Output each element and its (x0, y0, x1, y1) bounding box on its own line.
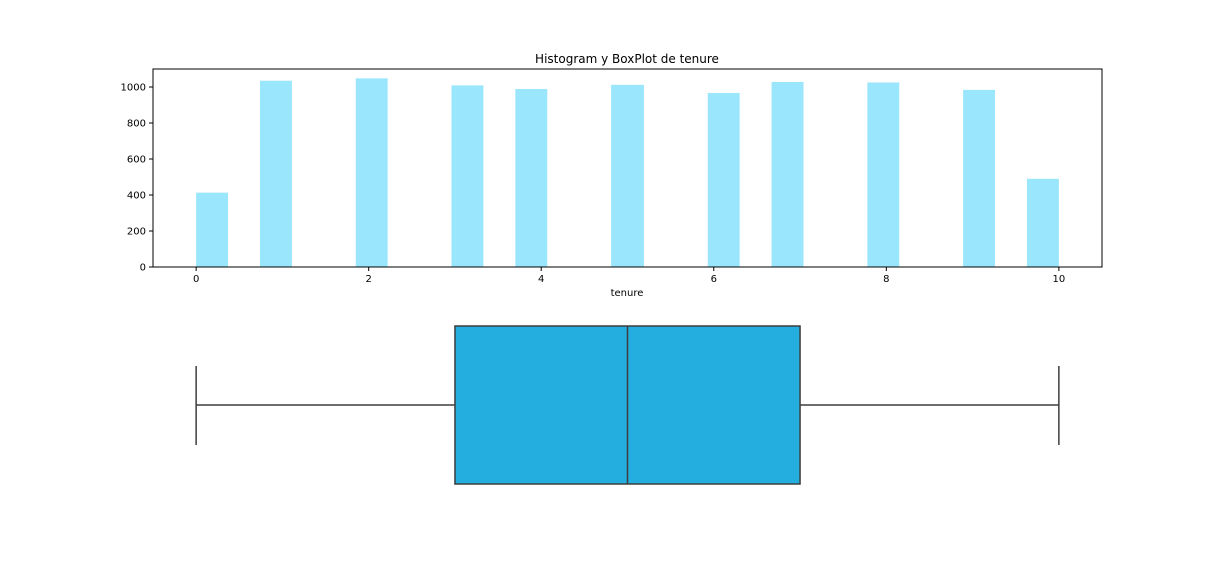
y-tick-label: 400 (127, 191, 146, 202)
y-tick-label: 800 (127, 119, 146, 130)
histogram-bar (1026, 178, 1059, 267)
histogram-frame (152, 68, 1103, 268)
boxplot (195, 325, 1060, 485)
histogram-bars (196, 78, 1059, 268)
histogram-bar (515, 88, 548, 267)
histogram-bar (707, 92, 740, 267)
histogram-bar (771, 81, 804, 268)
histogram-bar (451, 85, 484, 267)
histogram-bar (611, 84, 644, 267)
y-tick-label: 200 (127, 227, 146, 238)
histogram-bar (355, 78, 388, 267)
histogram-bar (867, 82, 900, 267)
y-tick-label: 600 (127, 155, 146, 166)
x-tick-label: 10 (1052, 274, 1065, 285)
x-tick-label: 8 (883, 274, 889, 285)
histogram-y-ticks: 0 200 400 600 800 1000 (121, 83, 153, 274)
x-tick-label: 4 (538, 274, 544, 285)
y-tick-label: 1000 (121, 83, 146, 94)
x-tick-label: 6 (711, 274, 717, 285)
chart-title: Histogram y BoxPlot de tenure (535, 52, 719, 66)
histogram-bar (963, 89, 996, 267)
histogram-bar (259, 80, 292, 267)
histogram: 0 2 4 6 8 10 0 200 400 600 800 1000 tenure (121, 68, 1103, 299)
histogram-bar (196, 192, 229, 267)
histogram-x-axis-label: tenure (611, 288, 644, 299)
histogram-x-ticks: 0 2 4 6 8 10 (193, 267, 1065, 285)
y-tick-label: 0 (140, 263, 146, 274)
x-tick-label: 2 (365, 274, 371, 285)
x-tick-label: 0 (193, 274, 199, 285)
